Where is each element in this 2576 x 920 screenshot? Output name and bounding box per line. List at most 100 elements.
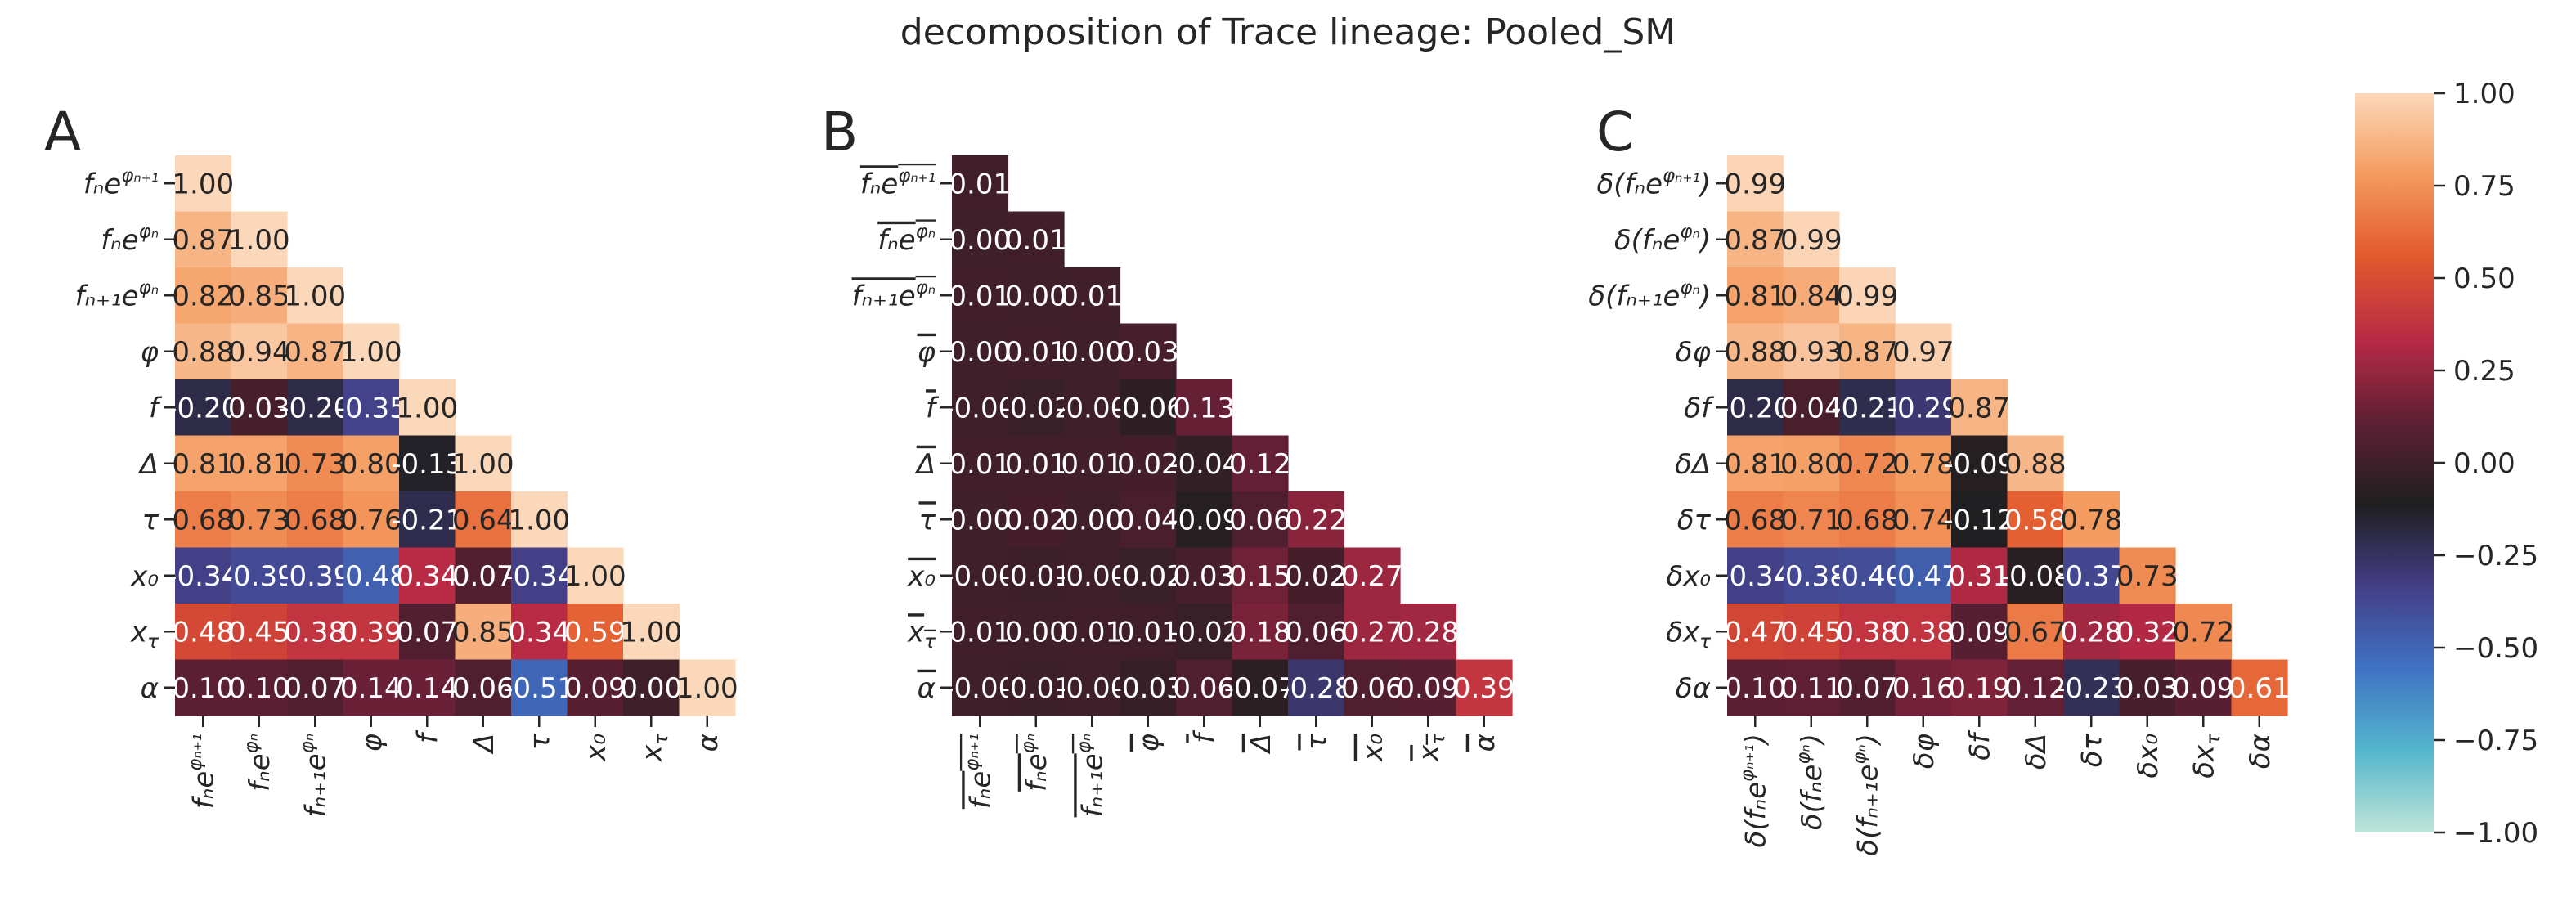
cell-label: 1.00 (452, 448, 514, 481)
cell-label: 0.03 (2116, 672, 2179, 705)
heatmap-cell (1232, 435, 1289, 492)
heatmap-cell (175, 155, 232, 213)
cell-label: 0.97 (1892, 336, 1954, 369)
cell-label: 0.02 (1117, 448, 1179, 481)
x-tick-label: xτ (1412, 734, 1449, 762)
heatmap-cell (1895, 604, 1952, 661)
heatmap-cell (952, 379, 1009, 437)
x-tick-label: δφ (1908, 733, 1941, 769)
heatmap-cell (287, 604, 344, 661)
heatmap-cell (1951, 379, 2008, 437)
heatmap-cell (343, 547, 400, 604)
cell-label: 0.01 (1005, 224, 1067, 257)
heatmap-cell (455, 491, 512, 549)
heatmap-cell (1064, 267, 1121, 325)
heatmap-cell (1951, 491, 2008, 549)
heatmap-cell (1176, 547, 1233, 604)
x-tick-label: f (1188, 729, 1221, 743)
cell-label: 0.45 (1780, 616, 1842, 648)
heatmap-cell (1008, 491, 1065, 549)
cell-label: -0.01 (1000, 672, 1072, 705)
heatmap-cell (952, 435, 1009, 492)
cell-label: -0.09 (1943, 448, 2015, 481)
heatmap-cell (1008, 379, 1065, 437)
cell-label: 0.27 (1341, 560, 1403, 593)
cell-label: 0.34 (508, 616, 570, 648)
heatmap-cell (1120, 547, 1177, 604)
cell-label: 0.67 (2004, 616, 2067, 648)
cell-label: -0.02 (1000, 392, 1072, 424)
heatmap-cell (1064, 604, 1121, 661)
heatmap-cell (1783, 211, 1840, 268)
cell-label: 0.64 (452, 504, 514, 536)
cell-label: 0.78 (1892, 448, 1954, 481)
heatmap-cell (399, 547, 456, 604)
heatmap-panel-C: C0.990.870.990.810.840.990.880.930.870.9… (1588, 101, 2290, 856)
cell-label: 0.07 (284, 672, 346, 705)
cell-label: -0.00 (1056, 392, 1128, 424)
cell-label: 0.00 (949, 336, 1011, 369)
cell-label: 0.06 (1341, 672, 1403, 705)
cell-label: 0.68 (284, 504, 346, 536)
y-tick-label: α (918, 672, 936, 705)
y-tick-label: x₀ (907, 560, 936, 593)
cell-label: 0.73 (284, 448, 346, 481)
cell-label: 1.00 (228, 224, 290, 257)
cell-label: 0.84 (1780, 280, 1842, 312)
heatmap-cell (1120, 323, 1177, 380)
cell-label: 0.16 (1892, 672, 1954, 705)
colorbar-tick-label: −0.75 (2453, 725, 2538, 757)
cell-label: -0.21 (1831, 392, 1903, 424)
cell-label: 0.88 (1724, 336, 1786, 369)
cell-label: 0.76 (340, 504, 402, 536)
heatmap-cell (1232, 547, 1289, 604)
cell-label: 0.87 (1836, 336, 1898, 369)
x-tick-label: δf (1963, 729, 1996, 761)
panel-letter: C (1596, 101, 1634, 164)
x-tick-label: δx₀ (2132, 734, 2165, 779)
cell-label: 0.87 (1724, 224, 1786, 257)
cell-label: 0.81 (1724, 280, 1786, 312)
cell-label: 0.34 (396, 560, 458, 593)
cell-label: 0.10 (172, 672, 234, 705)
y-tick-label: τ (142, 504, 159, 536)
heatmap-cell (1839, 659, 1896, 716)
heatmap-cell (1064, 323, 1121, 380)
heatmap-cell (1120, 491, 1177, 549)
cell-label: 0.01 (1005, 336, 1067, 369)
cell-label: 0.68 (172, 504, 234, 536)
heatmap-cell (1727, 435, 1784, 492)
heatmap-cell (1783, 323, 1840, 380)
heatmap-cell (1951, 604, 2008, 661)
heatmap-cell (1288, 659, 1345, 716)
heatmap-cell (175, 547, 232, 604)
heatmap-cell (1064, 659, 1121, 716)
cell-label: 0.81 (228, 448, 290, 481)
heatmap-cell (1839, 491, 1896, 549)
heatmap-cell (623, 659, 680, 716)
cell-label: -0.00 (944, 672, 1016, 705)
cell-label: 0.68 (1836, 504, 1898, 536)
cell-label: -0.21 (391, 504, 463, 536)
y-tick-label: xτ (130, 616, 159, 653)
cell-label: 0.15 (1229, 560, 1291, 593)
cell-label: 0.01 (1061, 448, 1123, 481)
heatmap-cell (1951, 659, 2008, 716)
cell-label: 0.00 (1061, 504, 1123, 536)
y-tick-label: Δ (137, 448, 159, 481)
heatmap-cell (1727, 379, 1784, 437)
cell-label: -0.02 (1168, 616, 1240, 648)
cell-label: 0.73 (228, 504, 290, 536)
heatmap-cell (1895, 323, 1952, 380)
heatmap-cell (1288, 547, 1345, 604)
y-tick-label: f (926, 392, 940, 424)
x-tick-label: fₙeφₙ₊₁ (185, 734, 220, 809)
cell-label: 0.78 (2060, 504, 2122, 536)
panels: A1.000.871.000.820.851.000.880.940.871.0… (44, 101, 2291, 856)
colorbar-tick-label: 0.50 (2453, 263, 2515, 295)
y-tick-label: φ (918, 336, 936, 369)
heatmap-cell (343, 491, 400, 549)
cell-label: 0.47 (1724, 616, 1786, 648)
heatmap-cell (1727, 267, 1784, 325)
heatmap-cell (1839, 547, 1896, 604)
